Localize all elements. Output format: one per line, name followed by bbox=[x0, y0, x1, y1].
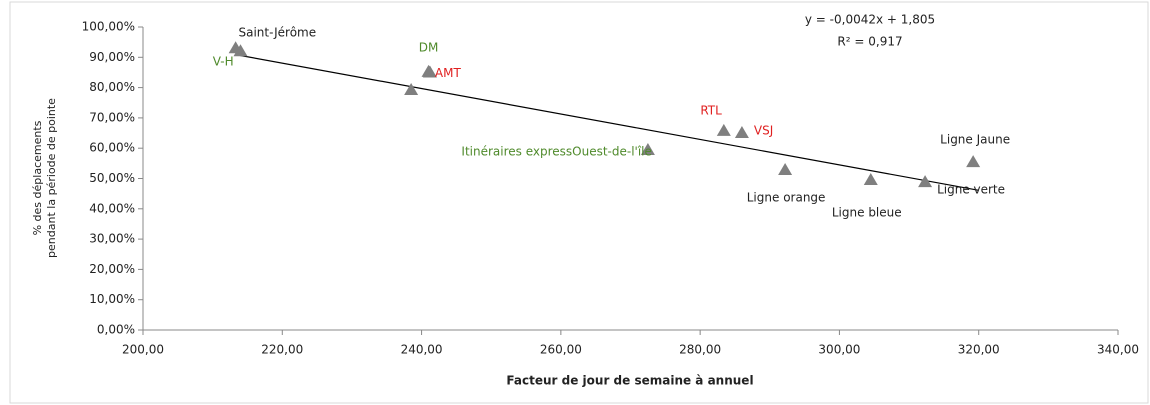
y-tick-label: 0,00% bbox=[97, 323, 135, 337]
y-tick-label: 40,00% bbox=[89, 201, 135, 215]
marker bbox=[734, 126, 749, 139]
chart-frame bbox=[9, 1, 1149, 404]
trend-equation: y = -0,0042x + 1,805 bbox=[805, 13, 935, 27]
point-label: DM bbox=[419, 40, 439, 54]
marker bbox=[640, 143, 655, 156]
point-label: Ligne Jaune bbox=[940, 133, 1010, 147]
trend-r2: R² = 0,917 bbox=[837, 35, 902, 49]
x-tick-label: 200,00 bbox=[122, 343, 164, 357]
point-label: Ligne bleue bbox=[832, 206, 902, 220]
point-label: RTL bbox=[700, 103, 722, 117]
point-label: VSJ bbox=[754, 124, 773, 138]
marker bbox=[404, 83, 419, 96]
marker bbox=[778, 163, 793, 176]
marker bbox=[228, 41, 243, 54]
y-tick-label: 100,00% bbox=[82, 20, 135, 34]
point-label: V-H bbox=[213, 55, 234, 69]
marker bbox=[716, 123, 731, 136]
point-label: Itinéraires expressOuest-de-l'île bbox=[461, 145, 652, 159]
x-tick-label: 280,00 bbox=[679, 343, 721, 357]
y-tick-label: 10,00% bbox=[89, 292, 135, 306]
y-tick-label: 30,00% bbox=[89, 232, 135, 246]
y-tick-label: 90,00% bbox=[89, 50, 135, 64]
y-axis-title: % des déplacements bbox=[31, 120, 44, 235]
y-tick-label: 60,00% bbox=[89, 141, 135, 155]
marker bbox=[863, 173, 878, 186]
y-tick-label: 50,00% bbox=[89, 171, 135, 185]
point-label: Saint-Jérôme bbox=[239, 26, 317, 40]
y-axis-title: pendant la période de pointe bbox=[45, 98, 58, 258]
point-label: Ligne verte bbox=[937, 183, 1005, 197]
marker bbox=[966, 155, 981, 168]
point-label: Ligne orange bbox=[747, 191, 826, 205]
x-tick-label: 240,00 bbox=[401, 343, 443, 357]
x-axis-title: Facteur de jour de semaine à annuel bbox=[506, 374, 753, 388]
y-tick-label: 20,00% bbox=[89, 262, 135, 276]
y-tick-label: 70,00% bbox=[89, 110, 135, 124]
marker bbox=[918, 175, 933, 188]
y-tick-label: 80,00% bbox=[89, 80, 135, 94]
point-label: AMT bbox=[435, 66, 462, 80]
x-tick-label: 220,00 bbox=[261, 343, 303, 357]
x-tick-label: 320,00 bbox=[958, 343, 1000, 357]
x-tick-label: 300,00 bbox=[818, 343, 860, 357]
x-tick-label: 340,00 bbox=[1097, 343, 1139, 357]
x-tick-label: 260,00 bbox=[540, 343, 582, 357]
trendline bbox=[236, 54, 979, 191]
marker bbox=[422, 65, 437, 78]
